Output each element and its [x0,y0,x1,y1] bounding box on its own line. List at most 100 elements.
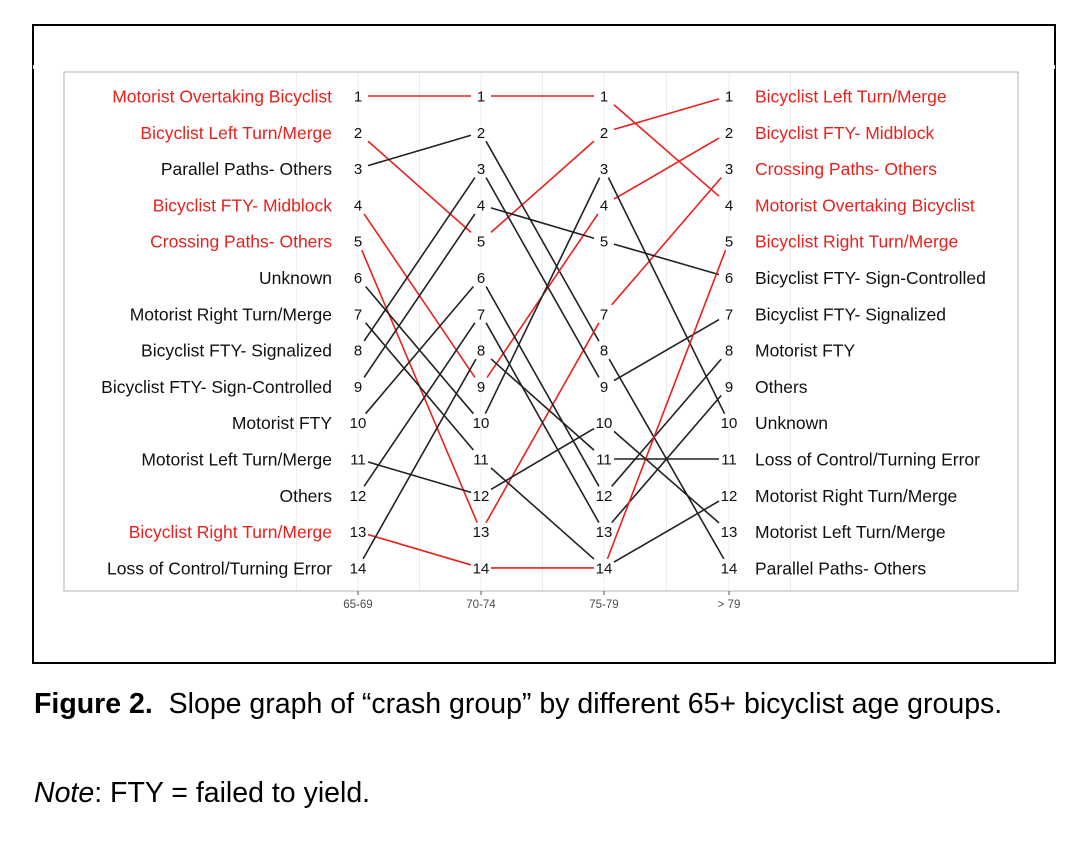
group-name-right: Motorist FTY [755,341,855,361]
rank-label: 4 [600,197,608,214]
rank-label: 9 [725,379,733,396]
rank-label: 2 [477,125,485,142]
rank-label: 2 [600,125,608,142]
rank-label: 1 [725,89,733,106]
slope-segment [607,177,726,415]
slope-segment [367,140,472,233]
x-tick-label: 65-69 [343,599,372,611]
slope-segment [613,500,720,563]
slope-segment [490,467,595,560]
slope-segment [365,322,474,451]
slope-segment [485,322,600,523]
group-names: Motorist Overtaking Bicyclist Motorist Ov… [101,87,986,579]
rank-label: 3 [354,161,362,178]
rank-label: 14 [596,560,613,577]
x-tick-label: > 79 [718,599,741,611]
group-name-left: Motorist Left Turn/Merge [141,450,332,470]
rank-label: 1 [600,89,608,106]
rank-label: 3 [477,161,485,178]
group-name-left: Motorist Overtaking Bicyclist [112,87,332,107]
rank-label: 8 [477,343,485,360]
note-text: : FTY = failed to yield. [94,777,371,809]
group-name-right: Bicyclist FTY- Midblock [755,123,934,143]
plot-panel [63,71,1019,592]
rank-label: 7 [600,306,608,323]
slope-segment [485,286,600,487]
figure-note: Note: FTY = failed to yield. [34,772,1064,815]
rank-label: 10 [350,415,367,432]
group-name-right: Bicyclist Left Turn/Merge [755,87,947,107]
grid-lines [296,73,791,590]
group-name-left: Unknown [259,268,332,288]
rank-label: 5 [354,234,362,251]
slope-segment [613,98,720,131]
group-name-right: Loss of Control/Turning Error [755,450,980,470]
rank-label: 3 [600,161,608,178]
slope-segment [365,285,474,415]
group-name-left: Parallel Paths- Others [161,159,332,179]
rank-label: 8 [725,343,733,360]
rank-label: 9 [600,379,608,396]
group-name-left: Crossing Paths- Others [150,232,332,252]
group-name-right: Motorist Overtaking Bicyclist [755,195,975,215]
slope-segment [613,430,720,524]
rank-label: 9 [477,379,485,396]
slope-segment [484,177,601,415]
slope-segment [490,207,595,240]
rank-label: 11 [596,452,612,469]
slope-segment [367,134,472,167]
group-name-right: Others [755,377,808,397]
slope-segment [367,533,472,566]
note-label: Note [34,777,95,809]
rank-label: 7 [477,306,485,323]
rank-label: 11 [721,452,737,469]
rank-label: 4 [477,197,485,214]
rank-labels: 1234567891011121314152913101134612714812… [350,89,738,578]
slope-segment [490,358,595,451]
rank-label: 13 [596,524,613,541]
slope-segment [611,358,722,487]
group-name-right: Motorist Left Turn/Merge [755,522,946,542]
slope-segment [613,243,720,276]
rank-label: 13 [721,524,738,541]
group-name-left: Bicyclist FTY- Signalized [141,341,332,361]
x-axis: 65-69 70-74 75-79 > 79 [343,591,740,611]
slope-segment [363,177,476,342]
slope-segment [613,104,720,197]
rank-label: 6 [477,270,485,287]
group-name-right: Motorist Right Turn/Merge [755,486,957,506]
rank-label: 6 [725,270,733,287]
rank-label: 8 [600,343,608,360]
rank-label: 4 [354,197,362,214]
rank-label: 7 [354,306,362,323]
rank-label: 5 [477,234,485,251]
slope-segment [367,461,472,494]
rank-label: 5 [600,234,608,251]
rank-label: 2 [354,125,362,142]
group-name-right: Bicyclist FTY- Signalized [755,304,946,324]
group-name-left: Loss of Control/Turning Error [107,558,332,578]
rank-label: 9 [354,379,362,396]
slope-lines [361,95,727,569]
slope-segment [613,318,720,382]
x-tick-label: 75-79 [589,599,618,611]
slope-segment [490,427,595,491]
rank-label: 14 [350,560,367,577]
x-tick-label: 70-74 [466,599,496,611]
rank-label: 12 [473,488,490,505]
group-name-right: Parallel Paths- Others [755,558,926,578]
slope-segment [485,140,600,342]
rank-label: 12 [350,488,367,505]
slope-segment [611,177,722,306]
rank-label: 14 [721,560,738,577]
rank-label: 1 [477,89,485,106]
group-name-left: Bicyclist FTY- Sign-Controlled [101,377,332,397]
rank-label: 3 [725,161,733,178]
group-name-left: Bicyclist FTY- Midblock [153,195,332,215]
frame-gap-left [33,65,41,69]
group-name-right: Bicyclist FTY- Sign-Controlled [755,268,986,288]
slope-segment [363,322,476,487]
group-name-right: Bicyclist Right Turn/Merge [755,232,958,252]
slope-segment [485,177,600,378]
